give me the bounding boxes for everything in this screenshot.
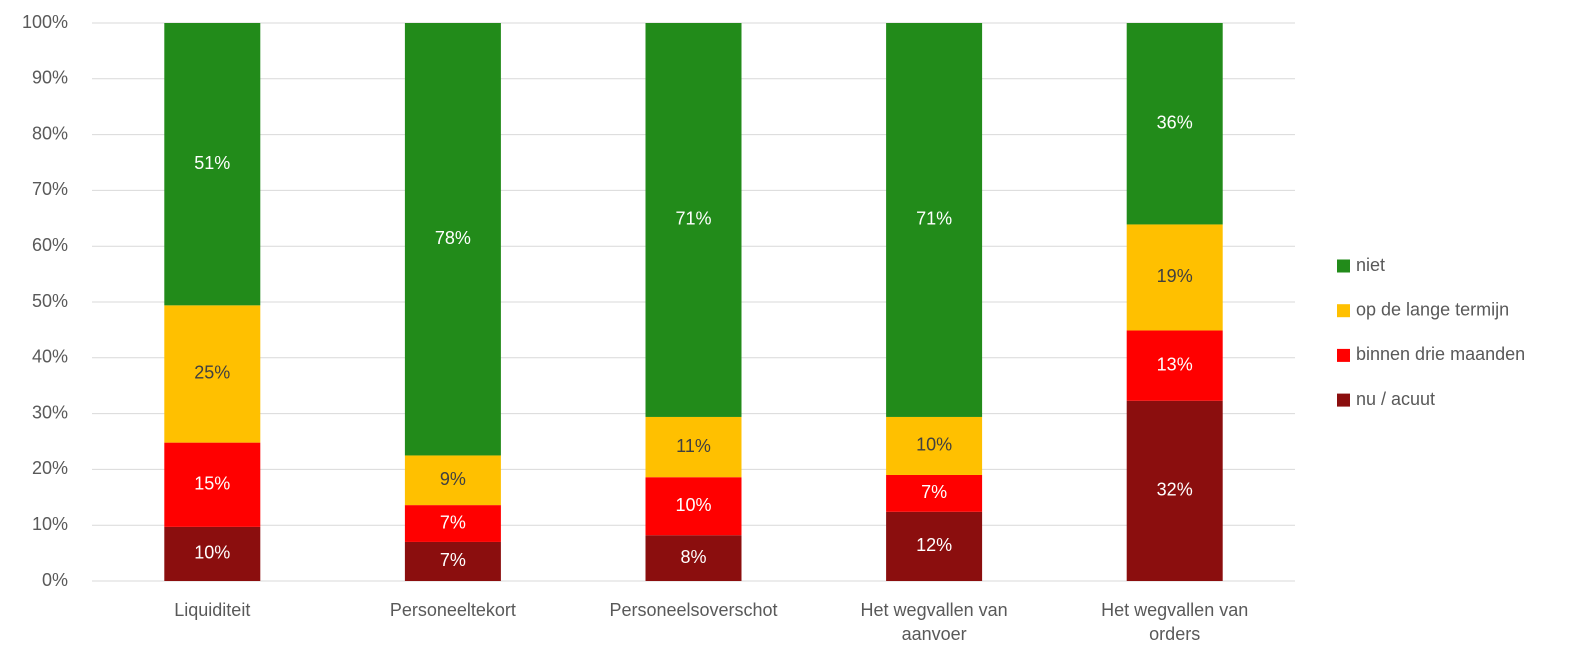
x-tick-label: Het wegvallen van aanvoer [860,600,1008,644]
x-tick-label: Personeeltekort [389,600,516,620]
bar-segment [886,511,983,581]
data-label: 51% [194,153,230,173]
data-label: 36% [1157,112,1193,132]
legend-swatch [1337,348,1350,362]
legend-label: niet [1356,255,1385,275]
bar-segment [645,23,742,417]
bar-segment [645,477,742,536]
y-tick-label: 0% [42,570,68,590]
bar-segment [404,505,501,542]
data-label: 8% [680,547,706,567]
data-label: 78% [435,228,471,248]
x-tick-label: Personeelsoverschot [609,600,778,620]
bar-segment [1126,23,1223,225]
y-tick-label: 50% [32,291,68,311]
bar-segment [1126,330,1223,401]
y-tick-label: 20% [32,458,68,478]
bar-segment [404,455,501,506]
bar-segment [1126,400,1223,581]
x-tick-label: Liquiditeit [174,600,251,620]
data-label: 12% [916,535,952,555]
bar-segment [886,416,983,475]
legend-swatch [1337,393,1350,407]
bar-segment [1126,224,1223,331]
bar-segment [404,23,501,456]
data-label: 7% [921,482,947,502]
bar-segment [164,526,261,581]
bar-segment [164,23,261,306]
data-label: 32% [1157,480,1193,500]
data-label: 10% [916,435,952,455]
bar-segment [645,535,742,581]
y-tick-label: 30% [32,402,68,422]
y-tick-label: 70% [32,179,68,199]
y-tick-label: 90% [32,68,68,88]
bar-segment [645,416,742,478]
data-label: 25% [194,363,230,383]
y-tick-label: 100% [22,12,68,32]
y-tick-label: 10% [32,514,68,534]
data-label: 71% [675,209,711,229]
data-label: 7% [440,512,466,532]
y-tick-label: 40% [32,347,68,367]
data-label: 9% [440,469,466,489]
data-label: 71% [916,209,952,229]
y-tick-label: 60% [32,235,68,255]
data-label: 15% [194,473,230,493]
data-label: 10% [194,543,230,563]
data-label: 13% [1157,354,1193,374]
x-tick-label: Het wegvallen van orders [1101,600,1249,644]
data-label: 19% [1157,266,1193,286]
data-label: 7% [440,550,466,570]
legend-label: nu / acuut [1356,389,1435,409]
bar-segment [164,442,261,527]
bar-segment [886,23,983,417]
y-tick-label: 80% [32,123,68,143]
legend-label: op de lange termijn [1356,299,1509,319]
data-label: 11% [676,436,711,456]
bar-segment [886,474,983,512]
legend-swatch [1337,259,1350,273]
data-label: 10% [675,495,711,515]
bar-segment [164,305,261,443]
legend-swatch [1337,304,1350,318]
bar-segment [404,541,501,581]
legend-label: binnen drie maanden [1356,344,1525,364]
